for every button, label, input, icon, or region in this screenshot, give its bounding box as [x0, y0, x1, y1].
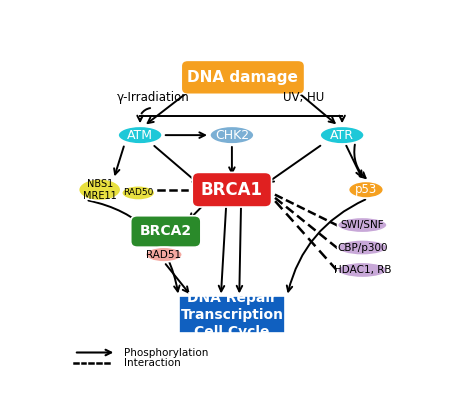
Text: DNA damage: DNA damage — [188, 70, 298, 85]
Text: UV, HU: UV, HU — [283, 91, 324, 104]
Ellipse shape — [348, 181, 383, 198]
Text: NBS1
MRE11: NBS1 MRE11 — [83, 179, 117, 201]
Text: HDAC1, RB: HDAC1, RB — [334, 265, 391, 275]
Ellipse shape — [122, 186, 155, 200]
Text: ATM: ATM — [127, 128, 153, 142]
Ellipse shape — [337, 262, 387, 278]
Ellipse shape — [337, 217, 387, 233]
Text: BRCA1: BRCA1 — [201, 181, 263, 199]
Ellipse shape — [337, 240, 387, 255]
Ellipse shape — [118, 126, 162, 144]
Text: γ-Irradiation: γ-Irradiation — [117, 91, 189, 104]
Text: SWI/SNF: SWI/SNF — [340, 220, 384, 230]
Text: p53: p53 — [355, 183, 377, 196]
Text: RAD51: RAD51 — [146, 249, 182, 259]
Text: DNA Repair
Transcription
Cell Cycle: DNA Repair Transcription Cell Cycle — [181, 291, 283, 339]
Ellipse shape — [210, 126, 254, 144]
FancyBboxPatch shape — [131, 216, 201, 247]
Text: CHK2: CHK2 — [215, 128, 249, 142]
Ellipse shape — [320, 126, 364, 144]
FancyBboxPatch shape — [192, 172, 272, 207]
Text: BRCA2: BRCA2 — [140, 224, 192, 239]
Text: ATR: ATR — [330, 128, 354, 142]
Ellipse shape — [79, 179, 121, 201]
Text: CBP/p300: CBP/p300 — [337, 243, 388, 253]
Ellipse shape — [146, 247, 182, 262]
Text: RAD50: RAD50 — [123, 188, 154, 197]
Text: Interaction: Interaction — [124, 358, 180, 368]
Text: Phosphorylation: Phosphorylation — [124, 347, 208, 357]
FancyBboxPatch shape — [179, 296, 285, 334]
FancyBboxPatch shape — [181, 60, 305, 94]
